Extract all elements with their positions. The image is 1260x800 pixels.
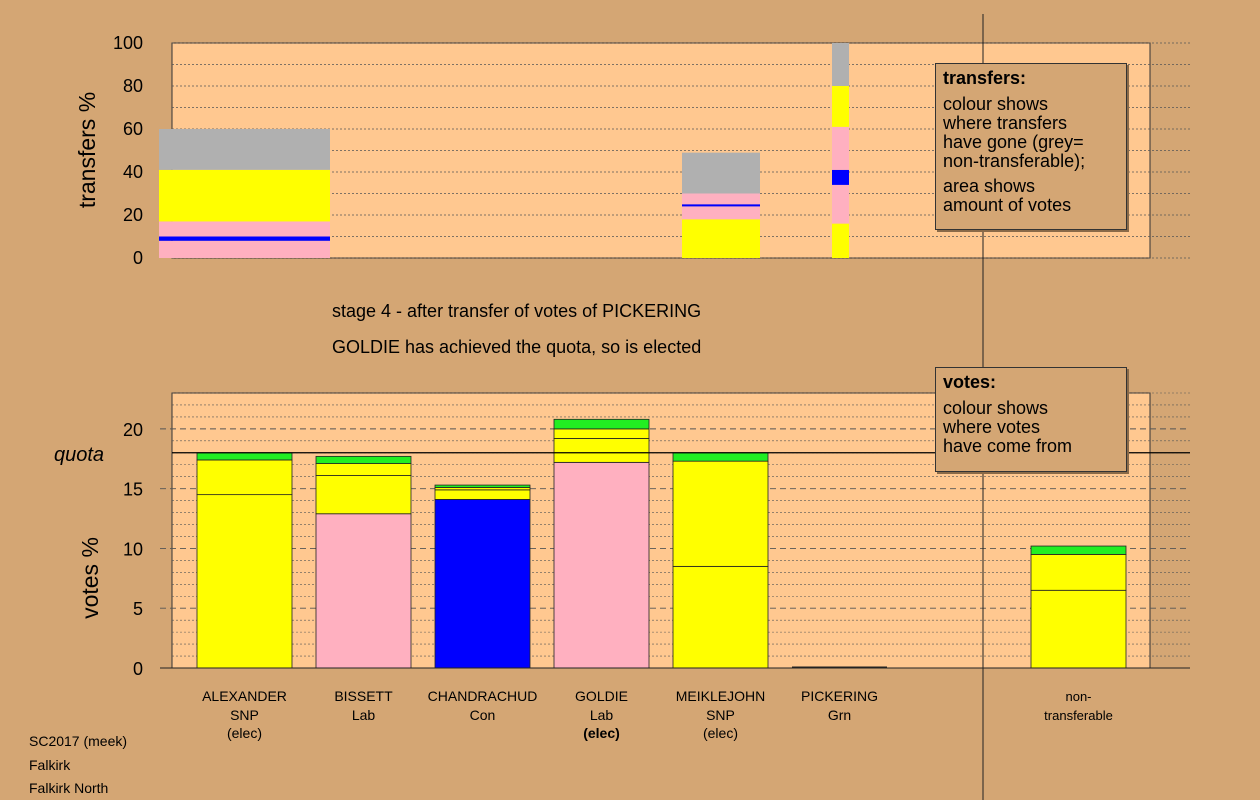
votes-y-tick-label: 5 <box>133 599 143 619</box>
vote-bar-segment <box>316 514 411 668</box>
transfer-bar-segment <box>682 153 760 194</box>
vote-bar-segment <box>197 453 292 460</box>
transfers-y-tick-label: 40 <box>123 162 143 182</box>
votes-note-text: colour shows where votes have come from <box>943 399 1119 456</box>
vote-bar-segment <box>1031 554 1126 590</box>
elected-text: GOLDIE has achieved the quota, so is ele… <box>332 337 701 358</box>
candidate-name-label: transferable <box>1044 708 1113 723</box>
candidate-party-label: Lab <box>352 707 376 723</box>
candidate-name-label: ALEXANDER <box>202 688 287 704</box>
transfers-note-heading: transfers: <box>943 68 1119 89</box>
transfers-y-axis-label: transfers % <box>74 92 100 208</box>
transfers-note-line1: colour shows where transfers have gone (… <box>943 95 1119 171</box>
votes-y-tick-label: 10 <box>123 539 143 559</box>
candidate-name-label: BISSETT <box>334 688 393 704</box>
vote-bar-segment <box>554 462 649 668</box>
transfers-y-tick-label: 60 <box>123 119 143 139</box>
candidate-name-label: PICKERING <box>801 688 878 704</box>
transfer-bar-segment <box>682 219 760 258</box>
transfers-y-tick-label: 100 <box>113 33 143 53</box>
transfer-bar-segment <box>159 170 330 222</box>
votes-note-heading: votes: <box>943 372 1119 393</box>
votes-y-tick-label: 15 <box>123 480 143 500</box>
candidate-status-label: (elec) <box>703 725 738 741</box>
transfers-note-line2: area shows amount of votes <box>943 177 1119 215</box>
vote-bar-segment <box>673 461 768 566</box>
transfer-bar-segment <box>159 237 330 241</box>
candidate-party-label: SNP <box>230 707 259 723</box>
footer-line3: Falkirk North <box>29 780 108 796</box>
transfer-bar-segment <box>159 241 330 258</box>
vote-bar-segment <box>673 453 768 461</box>
transfer-bar-segment <box>682 204 760 206</box>
transfer-bar-segment <box>832 185 849 224</box>
stage-text: stage 4 - after transfer of votes of PIC… <box>332 301 701 322</box>
candidate-name-label: GOLDIE <box>575 688 628 704</box>
votes-y-axis-label: votes % <box>77 537 103 619</box>
transfer-bar-segment <box>682 194 760 205</box>
transfers-note: transfers: colour shows where transfers … <box>935 63 1127 230</box>
vote-bar-segment <box>197 460 292 495</box>
vote-bar-segment <box>1031 590 1126 668</box>
candidate-name-label: non- <box>1065 689 1091 704</box>
vote-bar-segment <box>316 456 411 463</box>
transfers-y-tick-label: 20 <box>123 205 143 225</box>
vote-bar-segment <box>197 495 292 668</box>
candidate-status-label: (elec) <box>583 725 620 741</box>
transfers-y-tick-label: 80 <box>123 76 143 96</box>
candidate-party-label: SNP <box>706 707 735 723</box>
vote-bar-segment <box>435 490 530 500</box>
vote-bar-segment <box>554 429 649 439</box>
candidate-name-label: CHANDRACHUD <box>428 688 538 704</box>
transfer-bar-segment <box>832 127 849 170</box>
transfer-bar-segment <box>159 129 330 170</box>
candidate-party-label: Grn <box>828 707 851 723</box>
transfer-bar-segment <box>159 221 330 236</box>
candidate-status-label: (elec) <box>227 725 262 741</box>
transfer-bar-segment <box>832 43 849 86</box>
vote-bar-segment <box>1031 546 1126 554</box>
transfers-y-tick-label: 0 <box>133 248 143 268</box>
vote-bar-segment <box>554 419 649 429</box>
vote-bar-segment <box>673 566 768 668</box>
transfer-bar-segment <box>832 224 849 258</box>
candidate-party-label: Con <box>470 707 496 723</box>
votes-y-tick-label: 0 <box>133 659 143 679</box>
vote-bar-segment <box>554 438 649 462</box>
transfer-bar-segment <box>832 170 849 185</box>
vote-bar-segment <box>435 485 530 487</box>
footer-line1: SC2017 (meek) <box>29 733 127 749</box>
candidate-name-label: MEIKLEJOHN <box>676 688 765 704</box>
vote-bar-segment <box>435 499 530 668</box>
votes-y-tick-label: 20 <box>123 420 143 440</box>
vote-bar-segment <box>316 476 411 514</box>
footer-line2: Falkirk <box>29 757 70 773</box>
quota-label: quota <box>54 444 104 466</box>
candidate-party-label: Lab <box>590 707 614 723</box>
vote-bar-segment <box>316 464 411 476</box>
transfer-bar-segment <box>682 206 760 219</box>
votes-note: votes: colour shows where votes have com… <box>935 367 1127 472</box>
transfer-bar-segment <box>832 86 849 127</box>
